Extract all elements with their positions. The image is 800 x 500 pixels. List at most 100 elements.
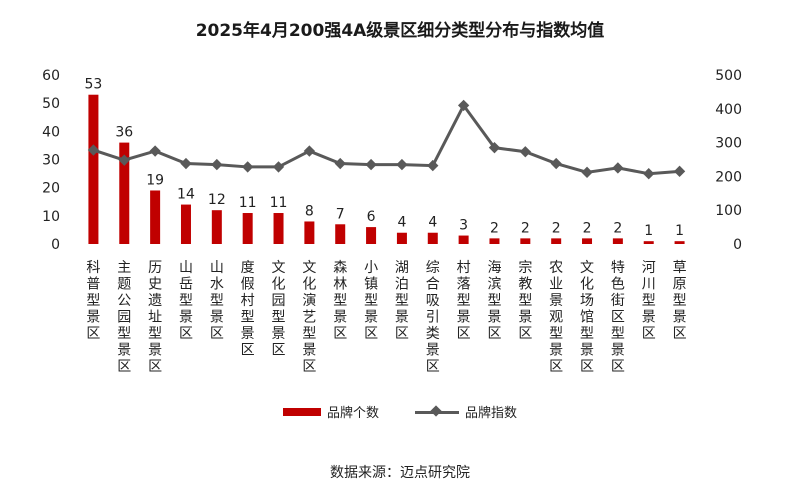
- bar: [304, 221, 315, 244]
- legend-label-bar: 品牌个数: [326, 406, 379, 421]
- right-tick-label: 300: [715, 136, 742, 152]
- legend-item-bar: 品牌个数: [282, 402, 379, 421]
- bar: [335, 224, 346, 244]
- left-axis: 0 10 20 30 40 50 60: [42, 68, 60, 253]
- bar-value-label: 2: [583, 220, 592, 236]
- bar-value-label: 1: [644, 223, 653, 239]
- left-tick-label: 0: [51, 237, 60, 253]
- line-point: [612, 162, 624, 174]
- bar: [211, 210, 222, 244]
- bar-value-label: 2: [613, 220, 622, 236]
- bar-value-label: 3: [459, 218, 468, 234]
- line-point: [242, 161, 254, 173]
- x-tick-label: 小镇型景区: [364, 260, 378, 342]
- line-point: [550, 157, 562, 170]
- line-point: [396, 158, 408, 171]
- right-tick-label: 500: [715, 68, 742, 84]
- right-tick-label: 400: [715, 102, 742, 118]
- left-tick-label: 20: [42, 181, 60, 197]
- x-tick-label: 主题公园型景区: [117, 260, 131, 375]
- bar: [88, 94, 99, 244]
- left-tick-label: 30: [42, 153, 60, 169]
- right-tick-label: 0: [733, 237, 742, 253]
- bar: [396, 232, 407, 244]
- x-tick-label: 特色街区型景区: [611, 260, 625, 375]
- bar: [119, 142, 130, 244]
- x-tick-label: 海滨型景区: [487, 260, 501, 342]
- bar-value-label: 53: [85, 77, 103, 93]
- legend-item-line: 品牌指数: [415, 402, 517, 421]
- legend-swatch-line: [415, 406, 459, 418]
- bar: [366, 227, 377, 244]
- line-point: [519, 146, 531, 158]
- bar: [180, 204, 191, 244]
- bar-value-label: 2: [552, 220, 561, 236]
- x-tick-label: 村落型景区: [457, 260, 471, 342]
- right-tick-label: 200: [715, 169, 742, 185]
- x-tick-label: 度假村型景区: [241, 260, 255, 359]
- bar-value-label: 6: [367, 209, 376, 225]
- left-tick-label: 40: [42, 124, 60, 140]
- x-tick-label: 河川型景区: [642, 260, 656, 342]
- bar-series: [88, 94, 685, 244]
- bar-value-label: 2: [521, 220, 530, 236]
- x-tick-labels: 科普型景区 主题公园型景区 历史遗址型景区 山岳型景区 山水型景区 度假村型景区 文化园型景…: [86, 260, 686, 375]
- bar: [520, 238, 531, 244]
- bar-value-label: 8: [305, 203, 314, 219]
- chart-title: 2025年4月200强4A级景区细分类型分布与指数均值: [195, 21, 605, 41]
- right-tick-label: 100: [715, 203, 742, 219]
- bar: [458, 235, 469, 244]
- left-tick-label: 60: [42, 68, 60, 84]
- x-tick-label: 综合吸引类景区: [426, 260, 440, 375]
- bar: [551, 238, 562, 244]
- x-tick-label: 科普型景区: [86, 260, 100, 342]
- line-point: [180, 157, 192, 170]
- legend-swatch-bar: [282, 407, 321, 416]
- x-tick-label: 农业景观型景区: [549, 260, 563, 375]
- legend-label-line: 品牌指数: [465, 406, 518, 421]
- x-tick-label: 宗教型景区: [518, 260, 532, 342]
- bar-value-label: 1: [675, 223, 684, 239]
- bar-value-label: 4: [428, 215, 437, 231]
- bar-value-label: 36: [115, 125, 133, 141]
- source-note: 数据来源：迈点研究院: [330, 465, 470, 481]
- line-point: [211, 158, 223, 171]
- legend: 品牌个数 品牌指数: [0, 402, 800, 421]
- bar-value-label: 7: [336, 206, 345, 222]
- line-point: [365, 158, 377, 171]
- bar-value-label: 19: [146, 172, 164, 188]
- x-tick-label: 森林型景区: [333, 260, 347, 342]
- line-point: [334, 157, 346, 170]
- bar: [582, 238, 593, 244]
- bar-value-label: 14: [177, 187, 195, 203]
- x-tick-label: 历史遗址型景区: [148, 260, 162, 375]
- left-tick-label: 10: [42, 209, 60, 225]
- bar-value-label: 2: [490, 220, 499, 236]
- bar-value-label: 12: [208, 192, 226, 208]
- bar: [150, 190, 161, 244]
- bar: [489, 238, 500, 244]
- bar: [612, 238, 623, 244]
- line-point: [427, 159, 439, 172]
- x-tick-label: 文化场馆型景区: [580, 260, 594, 375]
- right-axis: 0 100 200 300 400 500: [715, 68, 742, 253]
- bar-value-label: 11: [270, 195, 288, 211]
- x-tick-label: 文化演艺型景区: [302, 260, 316, 375]
- line-point: [272, 161, 285, 173]
- bar: [674, 241, 685, 244]
- line-point: [673, 165, 686, 177]
- x-tick-label: 山岳型景区: [179, 260, 193, 342]
- line-point: [488, 142, 501, 154]
- left-tick-label: 50: [42, 96, 60, 112]
- x-tick-label: 湖泊型景区: [395, 260, 409, 342]
- bar: [242, 213, 253, 244]
- x-tick-label: 山水型景区: [210, 260, 224, 342]
- bar: [427, 232, 438, 244]
- line-point: [581, 166, 593, 179]
- bar: [273, 213, 284, 244]
- x-tick-label: 草原型景区: [673, 260, 687, 342]
- line-point: [303, 145, 316, 157]
- bar-value-label: 11: [239, 195, 257, 211]
